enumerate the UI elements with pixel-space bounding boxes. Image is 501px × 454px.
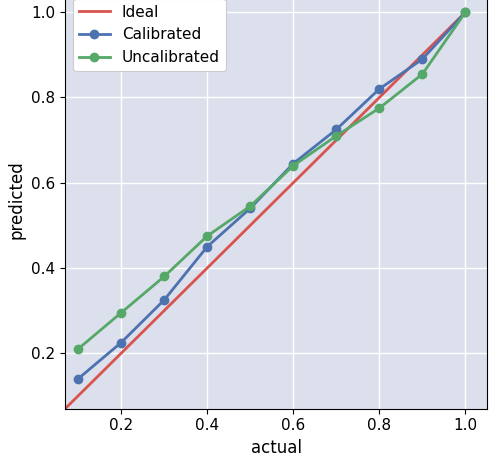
Uncalibrated	[161, 274, 167, 279]
Calibrated	[247, 206, 253, 211]
Uncalibrated	[290, 163, 296, 168]
Uncalibrated	[75, 346, 81, 352]
Line: Calibrated: Calibrated	[74, 8, 468, 383]
Calibrated	[418, 56, 424, 62]
Calibrated	[204, 244, 210, 249]
Calibrated	[161, 297, 167, 303]
Calibrated	[75, 376, 81, 381]
Uncalibrated	[418, 71, 424, 77]
X-axis label: actual: actual	[250, 439, 301, 454]
Legend: Ideal, Calibrated, Uncalibrated: Ideal, Calibrated, Uncalibrated	[73, 0, 225, 71]
Y-axis label: predicted: predicted	[8, 160, 26, 239]
Line: Uncalibrated: Uncalibrated	[74, 8, 468, 353]
Calibrated	[290, 161, 296, 166]
Uncalibrated	[247, 203, 253, 209]
Uncalibrated	[376, 105, 382, 111]
Calibrated	[118, 340, 124, 345]
Uncalibrated	[118, 310, 124, 316]
Calibrated	[461, 10, 467, 15]
Calibrated	[376, 86, 382, 92]
Uncalibrated	[461, 10, 467, 15]
Uncalibrated	[333, 133, 339, 138]
Uncalibrated	[204, 233, 210, 239]
Calibrated	[333, 127, 339, 132]
